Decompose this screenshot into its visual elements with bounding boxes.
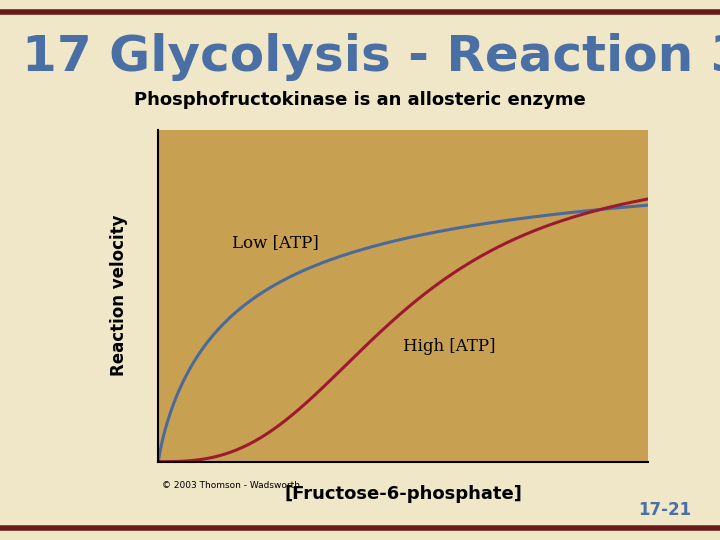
Text: [Fructose-6-phosphate]: [Fructose-6-phosphate] bbox=[284, 485, 522, 503]
Text: 17-21: 17-21 bbox=[638, 501, 691, 519]
Text: Phosphofructokinase is an allosteric enzyme: Phosphofructokinase is an allosteric enz… bbox=[134, 91, 586, 109]
Text: 17 Glycolysis - Reaction 3: 17 Glycolysis - Reaction 3 bbox=[22, 33, 720, 80]
Text: High [ATP]: High [ATP] bbox=[403, 338, 495, 355]
Text: Reaction velocity: Reaction velocity bbox=[110, 215, 128, 376]
Text: © 2003 Thomson - Wadsworth: © 2003 Thomson - Wadsworth bbox=[162, 482, 300, 490]
Text: Low [ATP]: Low [ATP] bbox=[232, 234, 318, 251]
